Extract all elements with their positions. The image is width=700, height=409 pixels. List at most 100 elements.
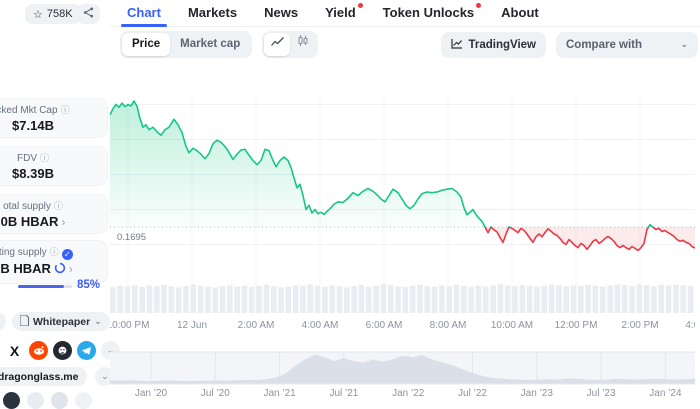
market-cap-label: cked Mkt Cap bbox=[0, 105, 58, 116]
svg-text:10:00 AM: 10:00 AM bbox=[491, 320, 533, 331]
supply-progress-fill bbox=[18, 285, 64, 288]
explorer-link[interactable]: .dragonglass.me bbox=[0, 367, 88, 386]
price-area-up bbox=[110, 101, 695, 227]
info-icon[interactable]: ⓘ bbox=[60, 105, 70, 115]
svg-text:2:00 AM: 2:00 AM bbox=[238, 320, 275, 331]
circulating-supply-label: ating supply bbox=[0, 247, 47, 258]
circulating-supply-value: 3B HBAR bbox=[0, 261, 51, 276]
document-icon bbox=[19, 314, 29, 329]
chevron-right-icon: › bbox=[61, 215, 66, 229]
stat-card-market-cap: cked Mkt Cap ⓘ $7.14B bbox=[0, 98, 108, 138]
candlestick-chart-type-button[interactable] bbox=[290, 33, 316, 56]
timeline-navigator: Jan ’20 Jul ’20 Jan ’21 Jul ’21 Jan ’22 Jul ’… bbox=[110, 351, 695, 399]
price-line-down bbox=[484, 227, 695, 252]
metric-toggle: Price Market cap bbox=[120, 31, 253, 58]
price-line-up bbox=[110, 100, 654, 227]
svg-text:4:00 AM: 4:00 AM bbox=[302, 320, 339, 331]
info-icon[interactable]: ⓘ bbox=[49, 247, 59, 257]
coin-stats-sidebar: cked Mkt Cap ⓘ $7.14B FDV ⓘ $8.39B otal su… bbox=[0, 0, 120, 409]
total-supply-label: otal supply bbox=[3, 201, 51, 212]
price-toggle-button[interactable]: Price bbox=[122, 33, 171, 56]
coin-tabs: Chart Markets News Yield Token Unlocks A… bbox=[110, 0, 700, 27]
contract-icon[interactable] bbox=[3, 392, 20, 409]
chart-panel: Chart Markets News Yield Token Unlocks A… bbox=[110, 0, 700, 400]
x-axis-labels: 10:00 PM 12 Jun 2:00 AM 4:00 AM 6:00 AM 8:00 … bbox=[110, 320, 695, 331]
line-chart-icon bbox=[270, 33, 284, 56]
svg-text:Jan ’23: Jan ’23 bbox=[521, 388, 554, 399]
chevron-down-icon: ⌄ bbox=[94, 316, 102, 326]
star-icon: ☆ bbox=[33, 8, 43, 21]
tab-token-unlocks[interactable]: Token Unlocks bbox=[383, 0, 482, 26]
baseline-price-label: 0.1695 bbox=[117, 232, 146, 243]
svg-text:Jul ’22: Jul ’22 bbox=[458, 388, 487, 399]
explorer-label: .dragonglass.me bbox=[0, 370, 79, 383]
tab-chart[interactable]: Chart bbox=[121, 0, 167, 27]
svg-text:Jan ’22: Jan ’22 bbox=[392, 388, 425, 399]
watchlist-button[interactable]: ☆ 758K bbox=[25, 4, 81, 24]
whitepaper-label: Whitepaper bbox=[33, 315, 91, 328]
tab-news[interactable]: News bbox=[264, 5, 299, 20]
info-icon[interactable]: ⓘ bbox=[39, 153, 49, 163]
tab-markets[interactable]: Markets bbox=[187, 5, 238, 20]
chevron-down-icon: ⌄ bbox=[101, 371, 109, 381]
tab-yield[interactable]: Yield bbox=[325, 0, 363, 26]
market-cap-toggle-button[interactable]: Market cap bbox=[180, 38, 241, 50]
reddit-icon[interactable] bbox=[29, 341, 48, 360]
svg-text:12:00 PM: 12:00 PM bbox=[555, 320, 598, 331]
fdv-label: FDV bbox=[16, 153, 37, 164]
telegram-icon[interactable] bbox=[77, 341, 96, 360]
navigator-area bbox=[110, 354, 695, 384]
line-chart-type-button[interactable] bbox=[264, 33, 291, 56]
volume-bars bbox=[110, 284, 694, 313]
stat-card-fdv: FDV ⓘ $8.39B bbox=[0, 146, 108, 186]
svg-text:Jul ’20: Jul ’20 bbox=[201, 388, 230, 399]
svg-text:4:00 PM: 4:00 PM bbox=[685, 320, 695, 331]
supply-progress-track bbox=[18, 285, 72, 288]
svg-text:Jul ’21: Jul ’21 bbox=[329, 388, 358, 399]
circulating-supply-value-row[interactable]: 3B HBAR › bbox=[0, 260, 107, 279]
contract-icons-row bbox=[3, 392, 92, 409]
chart-toolbar: Price Market cap TradingView Compare wit… bbox=[120, 31, 698, 58]
share-icon bbox=[83, 7, 94, 21]
chevron-down-icon: ⌄ bbox=[680, 39, 688, 49]
chevron-right-icon: › bbox=[68, 262, 73, 276]
verified-check-icon: ✓ bbox=[61, 249, 73, 260]
svg-text:6:00 AM: 6:00 AM bbox=[366, 320, 403, 331]
svg-text:10:00 PM: 10:00 PM bbox=[110, 320, 149, 331]
svg-text:Jan ’20: Jan ’20 bbox=[135, 388, 168, 399]
info-icon[interactable]: ⓘ bbox=[53, 201, 63, 211]
tab-about[interactable]: About bbox=[501, 5, 539, 20]
navigator-labels: Jan ’20 Jul ’20 Jan ’21 Jul ’21 Jan ’22 Jul ’… bbox=[135, 388, 682, 399]
chevron-down-icon: ⌄ bbox=[106, 345, 115, 355]
new-badge-dot bbox=[357, 3, 363, 8]
share-button[interactable] bbox=[77, 4, 100, 24]
contract-icon[interactable] bbox=[51, 392, 68, 409]
fdv-value: $8.39B bbox=[12, 166, 54, 181]
chart-type-toggle bbox=[262, 31, 319, 58]
contract-icon[interactable] bbox=[27, 392, 44, 409]
x-twitter-icon[interactable]: X bbox=[9, 342, 20, 359]
supply-progress-ring-icon bbox=[54, 261, 66, 279]
price-chart[interactable]: 0.1695 10:00 PM 12 Jun 2:00 AM 4:00 AM 6:00 A… bbox=[110, 62, 695, 400]
price-area-down bbox=[110, 227, 695, 251]
whitepaper-button[interactable]: Whitepaper ⌄ bbox=[12, 312, 110, 331]
tradingview-button[interactable]: TradingView bbox=[441, 31, 546, 58]
total-supply-value-row[interactable]: 0B HBAR › bbox=[0, 213, 107, 231]
watchlist-count: 758K bbox=[46, 8, 73, 20]
svg-text:Jan ’24: Jan ’24 bbox=[649, 388, 682, 399]
github-icon[interactable] bbox=[53, 341, 72, 360]
compare-with-dropdown[interactable]: Compare with ⌄ bbox=[556, 31, 698, 58]
total-supply-value: 0B HBAR bbox=[0, 214, 59, 229]
more-explorers-button[interactable]: ⌄ bbox=[95, 367, 115, 386]
svg-text:12 Jun: 12 Jun bbox=[177, 320, 207, 331]
contract-icon[interactable] bbox=[75, 392, 92, 409]
svg-text:Jul ’23: Jul ’23 bbox=[587, 388, 616, 399]
cut-off-pill[interactable] bbox=[0, 312, 6, 331]
stat-card-total-supply: otal supply ⓘ 0B HBAR › bbox=[0, 194, 108, 234]
circulating-supply-progress: 85% bbox=[0, 279, 108, 293]
candlestick-icon bbox=[297, 33, 309, 56]
tradingview-chart-icon bbox=[451, 38, 463, 52]
svg-text:Jan ’21: Jan ’21 bbox=[263, 388, 296, 399]
